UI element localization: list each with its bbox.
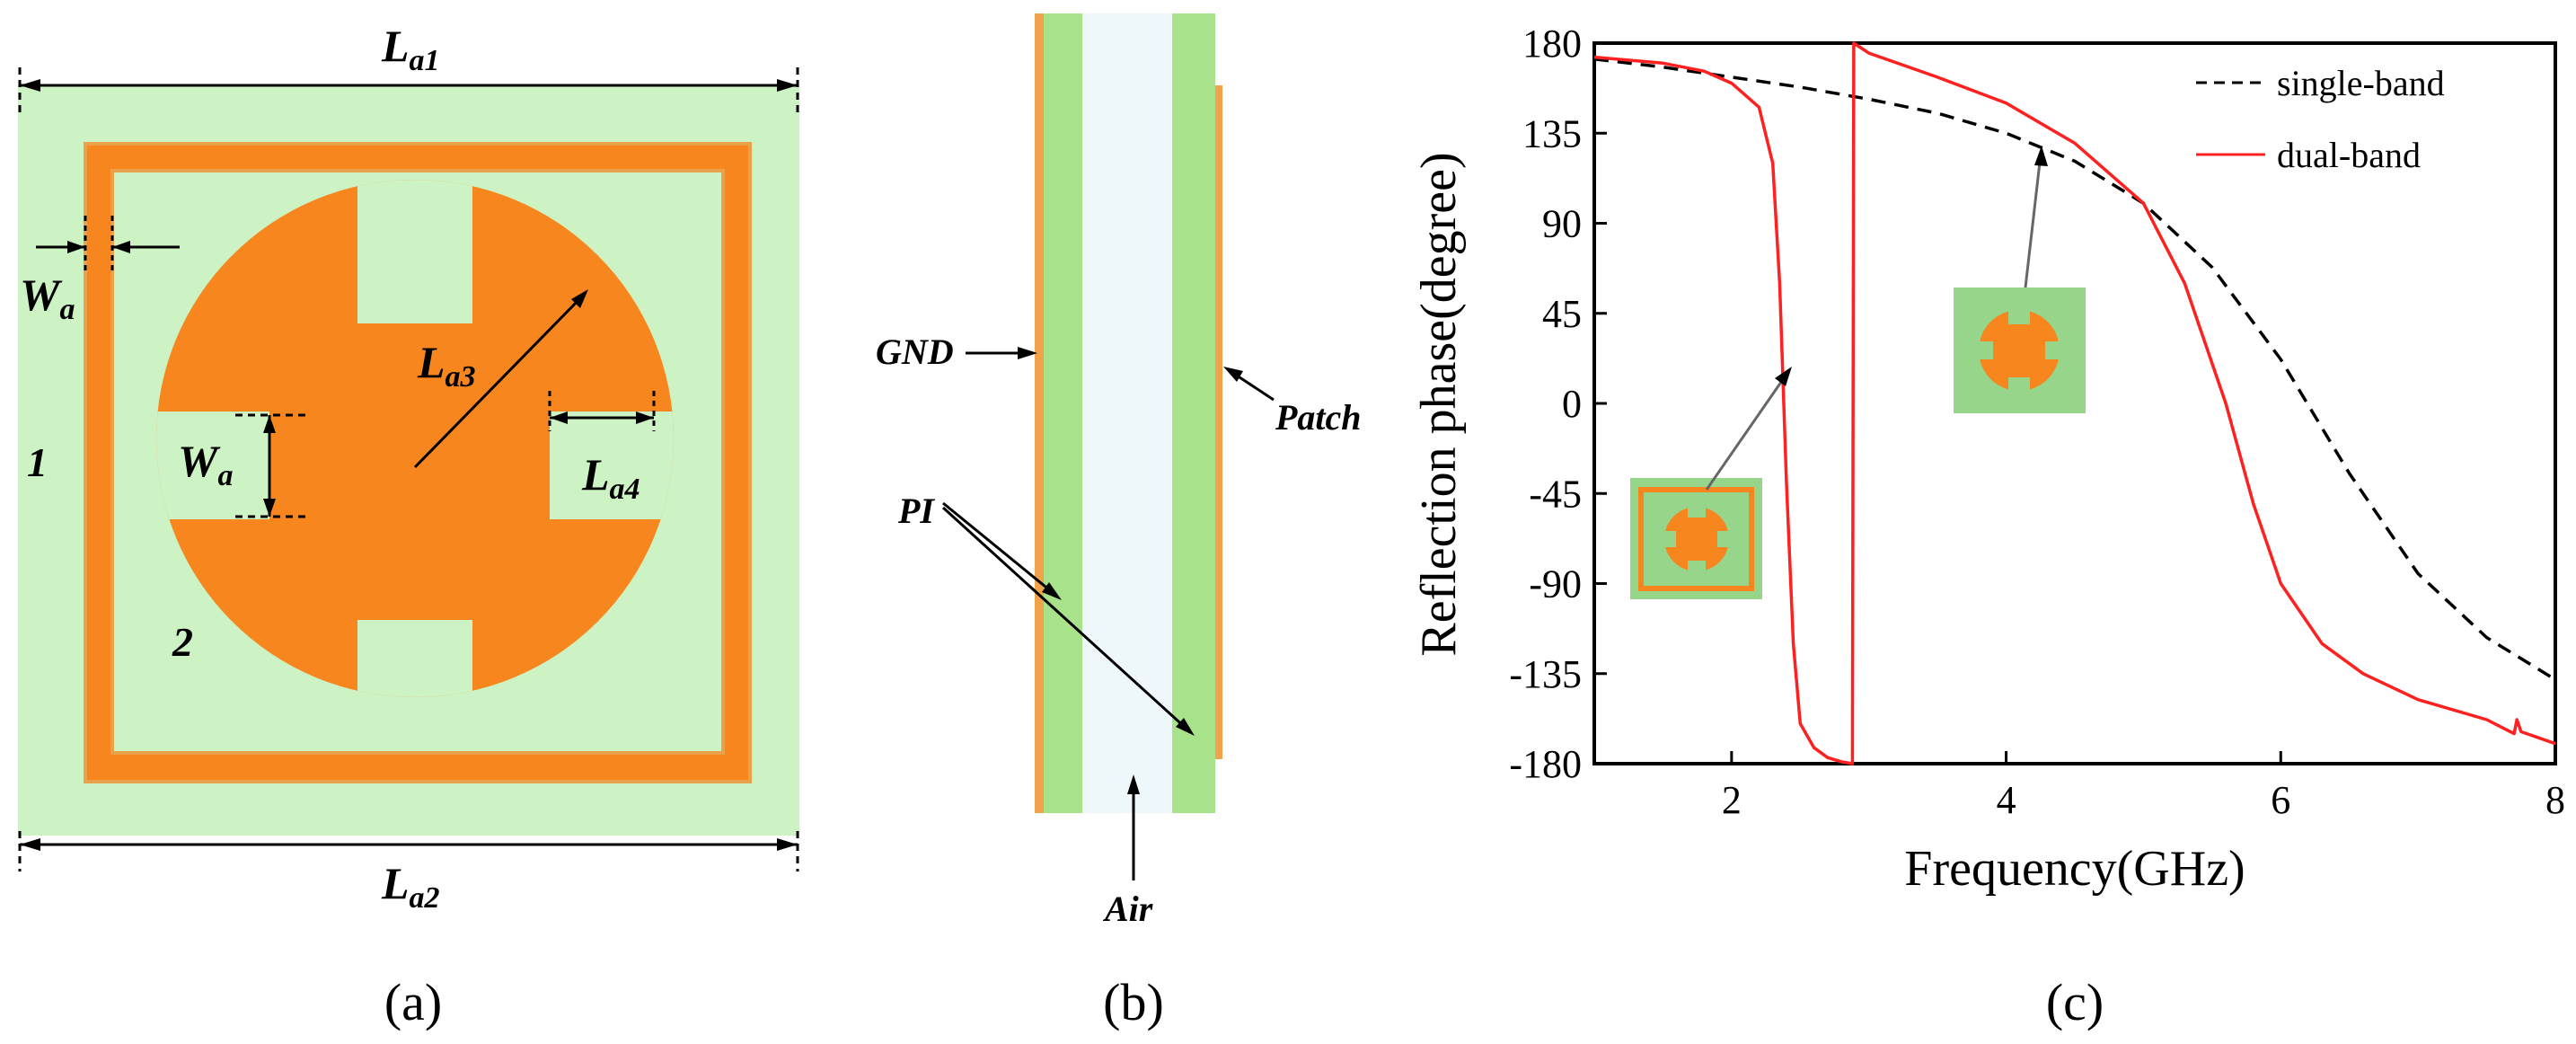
caption-b: (b) bbox=[1103, 973, 1164, 1031]
x-tick-label: 2 bbox=[1722, 778, 1742, 822]
y-tick-label: 180 bbox=[1522, 22, 1582, 66]
y-tick-label: -135 bbox=[1509, 652, 1582, 696]
label-la4: La4 bbox=[581, 449, 640, 506]
arrow-pi bbox=[941, 501, 1195, 736]
y-tick-label: 45 bbox=[1542, 292, 1582, 336]
y-tick-label: -90 bbox=[1529, 562, 1582, 606]
x-axis-title: Frequency(GHz) bbox=[1904, 841, 2245, 897]
label-wa-inner: Wa bbox=[178, 436, 233, 492]
inset-single-band bbox=[1954, 288, 2086, 413]
inset-dual-band bbox=[1630, 478, 1762, 599]
arrow-gnd bbox=[966, 347, 1037, 359]
y-tick-label: -45 bbox=[1529, 472, 1582, 516]
y-tick-label: 0 bbox=[1562, 382, 1582, 426]
dimension-la3 bbox=[413, 289, 588, 469]
caption-a: (a) bbox=[384, 973, 442, 1031]
x-tick-label: 4 bbox=[1997, 778, 2016, 822]
panel-a-circular-patch bbox=[156, 180, 674, 697]
caption-c: (c) bbox=[2046, 973, 2104, 1031]
air-layer bbox=[1082, 13, 1172, 813]
dimension-la2 bbox=[18, 831, 799, 871]
series-line-single-band bbox=[1593, 58, 2556, 681]
panel-a-substrate bbox=[18, 85, 799, 836]
series-layer bbox=[1593, 41, 2556, 765]
series-line-dual-band bbox=[1593, 41, 2556, 765]
x-tick-label: 6 bbox=[2271, 778, 2290, 822]
arrow-patch bbox=[1223, 367, 1275, 402]
label-la1: La1 bbox=[381, 21, 440, 77]
arrow-air bbox=[1127, 774, 1140, 880]
dimension-wa-left bbox=[36, 216, 180, 274]
region-1-label: 1 bbox=[27, 439, 48, 485]
label-gnd: GND bbox=[876, 332, 954, 372]
region-2-label: 2 bbox=[172, 619, 193, 665]
label-patch: Patch bbox=[1275, 397, 1362, 438]
x-tick-label: 8 bbox=[2545, 778, 2565, 822]
dimension-wa-inner bbox=[235, 413, 305, 518]
patch-metal bbox=[1215, 85, 1222, 759]
pi-right-layer bbox=[1172, 13, 1215, 813]
plot-frame bbox=[1592, 41, 2557, 765]
label-pi: PI bbox=[897, 491, 935, 531]
label-wa-left: Wa bbox=[20, 270, 75, 326]
panel-a-outer-ring bbox=[84, 142, 752, 783]
legend-label-single-band: single-band bbox=[2277, 63, 2445, 103]
y-tick-label: 90 bbox=[1542, 202, 1582, 246]
gnd-metal bbox=[1035, 13, 1044, 813]
legend-label-dual-band: dual-band bbox=[2277, 135, 2421, 175]
label-la3: La3 bbox=[417, 337, 476, 394]
y-axis-title: Reflection phase(degree) bbox=[1411, 152, 1467, 656]
y-tick-label: 135 bbox=[1522, 111, 1582, 155]
y-tick-label: -180 bbox=[1509, 742, 1582, 786]
y-axis: 180 135 90 45 0 -45 -90 -135 -180 bbox=[1509, 22, 1607, 786]
inset-dual-band-arrow bbox=[1705, 367, 1792, 491]
label-air: Air bbox=[1102, 889, 1153, 929]
label-la2: La2 bbox=[381, 858, 440, 915]
legend: single-band dual-band bbox=[2196, 63, 2445, 175]
x-axis: 2 4 6 8 bbox=[1722, 751, 2565, 822]
pi-left-layer bbox=[1044, 13, 1082, 813]
dimension-la1 bbox=[18, 67, 799, 112]
inset-single-band-arrow bbox=[2024, 146, 2048, 288]
dimension-la4 bbox=[548, 391, 656, 431]
